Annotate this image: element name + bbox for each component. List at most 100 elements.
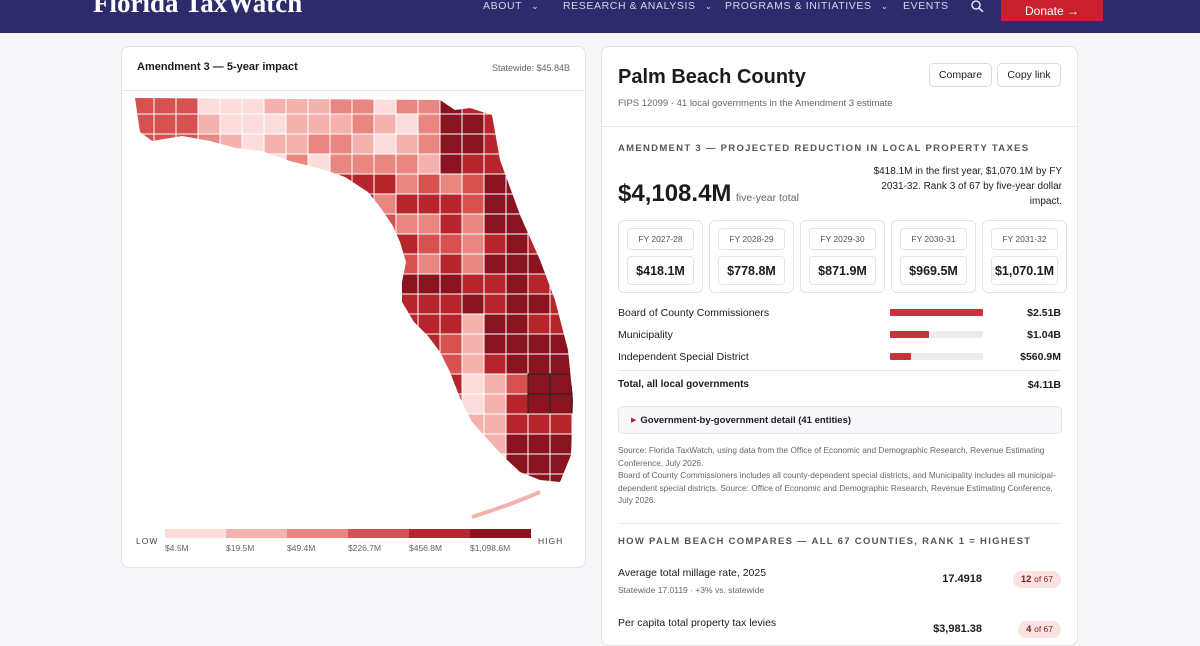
map-county bbox=[351, 173, 375, 195]
map-county bbox=[219, 433, 243, 455]
map-county bbox=[175, 173, 199, 195]
map-county bbox=[197, 313, 221, 335]
nav-item[interactable]: PROGRAMS & INITIATIVES ⌄ bbox=[725, 0, 889, 12]
map-county bbox=[307, 98, 331, 115]
breakdown-name: Independent Special District bbox=[618, 351, 749, 363]
map-county bbox=[483, 98, 507, 115]
map-county bbox=[135, 133, 155, 155]
map-county bbox=[505, 473, 529, 482]
map-county bbox=[395, 113, 419, 135]
map-county bbox=[527, 433, 551, 455]
legend-bin-label: $1,098.6M bbox=[470, 543, 511, 553]
logo[interactable]: Florida TaxWatch bbox=[93, 0, 303, 18]
map-county bbox=[219, 173, 243, 195]
map-county bbox=[175, 473, 199, 482]
details-toggle[interactable]: ▶ Government-by-government detail (41 ent… bbox=[618, 406, 1062, 434]
map-county bbox=[505, 253, 529, 275]
copy-link-button[interactable]: Copy link bbox=[997, 63, 1061, 87]
map-county bbox=[135, 413, 155, 435]
map-county bbox=[263, 313, 287, 335]
county-card: Palm Beach County FIPS 12099 · 41 local … bbox=[601, 46, 1078, 646]
map-county bbox=[439, 373, 463, 395]
map-county bbox=[329, 213, 353, 235]
compare-button[interactable]: Compare bbox=[929, 63, 992, 87]
map-county bbox=[505, 293, 529, 315]
map-county bbox=[135, 373, 155, 395]
map-county bbox=[263, 133, 287, 155]
map-county bbox=[153, 353, 177, 375]
year-box: FY 2029-30 $871.9M bbox=[800, 220, 885, 293]
map-county bbox=[263, 433, 287, 455]
map-county bbox=[505, 413, 529, 435]
map-county bbox=[135, 233, 155, 255]
map-county bbox=[351, 413, 375, 435]
summary: $418.1M in the first year, $1,070.1M by … bbox=[873, 166, 1062, 207]
map-county bbox=[263, 233, 287, 255]
map-county bbox=[373, 433, 397, 455]
nav-item[interactable]: EVENTS bbox=[903, 0, 949, 12]
map-county bbox=[329, 233, 353, 255]
map-county bbox=[175, 113, 199, 135]
map-county bbox=[417, 233, 441, 255]
map-county bbox=[417, 393, 441, 415]
map-county bbox=[417, 133, 441, 155]
map-county bbox=[571, 313, 573, 335]
year-label: FY 2030-31 bbox=[900, 228, 967, 250]
map-county bbox=[197, 193, 221, 215]
map-county bbox=[241, 413, 265, 435]
map-county bbox=[549, 333, 573, 355]
map-county bbox=[395, 453, 419, 475]
map-county bbox=[417, 193, 441, 215]
map-county bbox=[263, 473, 287, 482]
nav-item[interactable]: RESEARCH & ANALYSIS ⌄ bbox=[563, 0, 713, 12]
section-title: AMENDMENT 3 — PROJECTED REDUCTION IN LOC… bbox=[618, 143, 1030, 154]
map-county bbox=[483, 473, 507, 482]
map-county bbox=[219, 333, 243, 355]
map-county bbox=[395, 98, 419, 115]
map-county bbox=[527, 313, 551, 335]
map-county bbox=[505, 153, 529, 175]
map-county bbox=[329, 353, 353, 375]
map-county bbox=[351, 473, 375, 482]
donate-button[interactable]: Donate → bbox=[1001, 0, 1103, 21]
map-county bbox=[527, 293, 551, 315]
total-block: $4,108.4M five-year total bbox=[618, 180, 799, 208]
map-county bbox=[417, 333, 441, 355]
map-county bbox=[373, 233, 397, 255]
map-county bbox=[351, 233, 375, 255]
map-county bbox=[285, 293, 309, 315]
map-county bbox=[505, 273, 529, 295]
map-county bbox=[329, 193, 353, 215]
map-county bbox=[153, 333, 177, 355]
map-county bbox=[351, 453, 375, 475]
map-county bbox=[505, 453, 529, 475]
map-county bbox=[153, 473, 177, 482]
map-county bbox=[241, 393, 265, 415]
map-county bbox=[461, 233, 485, 255]
map-county bbox=[439, 133, 463, 155]
map-county bbox=[505, 353, 529, 375]
map-county bbox=[373, 393, 397, 415]
total-note: five-year total bbox=[735, 192, 799, 204]
map-county bbox=[439, 413, 463, 435]
map-county bbox=[549, 133, 573, 155]
map-county bbox=[461, 133, 485, 155]
map-county bbox=[135, 353, 155, 375]
map-county bbox=[175, 353, 199, 375]
map-county bbox=[263, 213, 287, 235]
bar bbox=[890, 353, 911, 360]
map-county bbox=[395, 173, 419, 195]
map-county bbox=[263, 373, 287, 395]
year-boxes: FY 2027-28 $418.1M FY 2028-29 $778.8M FY 202… bbox=[618, 220, 1067, 293]
map-county bbox=[285, 153, 309, 175]
map-county bbox=[307, 413, 331, 435]
map-county bbox=[571, 353, 573, 375]
map-county bbox=[307, 153, 331, 175]
map-county bbox=[241, 173, 265, 195]
legend-bin-label: $456.8M bbox=[409, 543, 443, 553]
search-icon[interactable] bbox=[970, 0, 984, 12]
map-county bbox=[263, 393, 287, 415]
map-county bbox=[373, 153, 397, 175]
nav-item[interactable]: ABOUT ⌄ bbox=[483, 0, 539, 12]
map-county bbox=[373, 273, 397, 295]
